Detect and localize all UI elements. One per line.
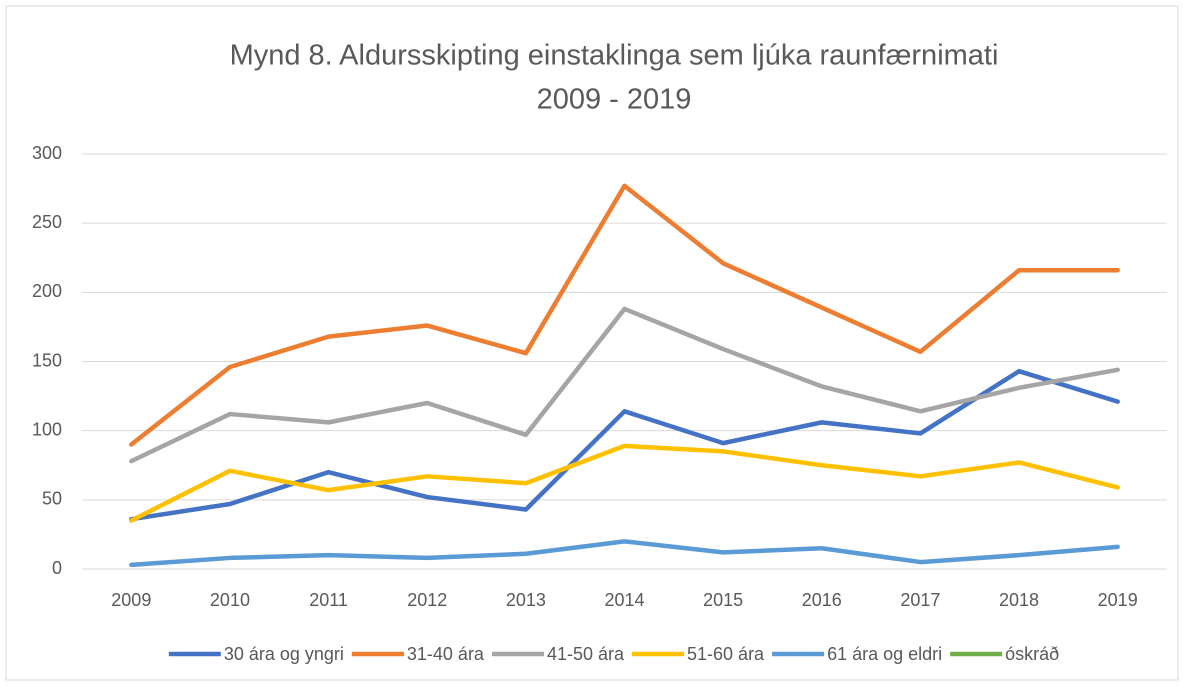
legend-label: 41-50 ára (547, 644, 625, 664)
x-tick-label: 2013 (506, 590, 546, 610)
legend-label: 31-40 ára (407, 644, 485, 664)
y-tick-label: 200 (32, 281, 62, 301)
series-line (129, 183, 1120, 447)
x-tick-label: 2014 (604, 590, 644, 610)
y-tick-label: 100 (32, 419, 62, 439)
y-tick-label: 0 (52, 558, 62, 578)
y-tick-label: 250 (32, 212, 62, 232)
x-tick-label: 2017 (900, 590, 940, 610)
series-line (129, 306, 1120, 464)
x-tick-label: 2019 (1098, 590, 1138, 610)
x-tick-label: 2012 (407, 590, 447, 610)
chart-title: 2009 - 2019 (537, 84, 692, 116)
y-tick-label: 150 (32, 350, 62, 370)
y-tick-label: 50 (42, 489, 62, 509)
x-tick-label: 2015 (703, 590, 743, 610)
y-tick-label: 300 (32, 143, 62, 163)
legend-label: 30 ára og yngri (224, 644, 344, 664)
x-tick-label: 2011 (309, 590, 348, 610)
chart-title: Mynd 8. Aldursskipting einstaklinga sem … (230, 40, 999, 72)
series-line (129, 443, 1120, 523)
legend-label: 61 ára og eldri (827, 644, 942, 664)
x-tick-label: 2009 (111, 590, 151, 610)
chart-border (5, 5, 1179, 681)
series-line (129, 539, 1120, 568)
legend-label: 51-60 ára (687, 644, 765, 664)
x-tick-label: 2010 (210, 590, 250, 610)
legend-label: óskráð (1005, 644, 1059, 664)
x-tick-label: 2016 (802, 590, 842, 610)
x-tick-label: 2018 (999, 590, 1039, 610)
